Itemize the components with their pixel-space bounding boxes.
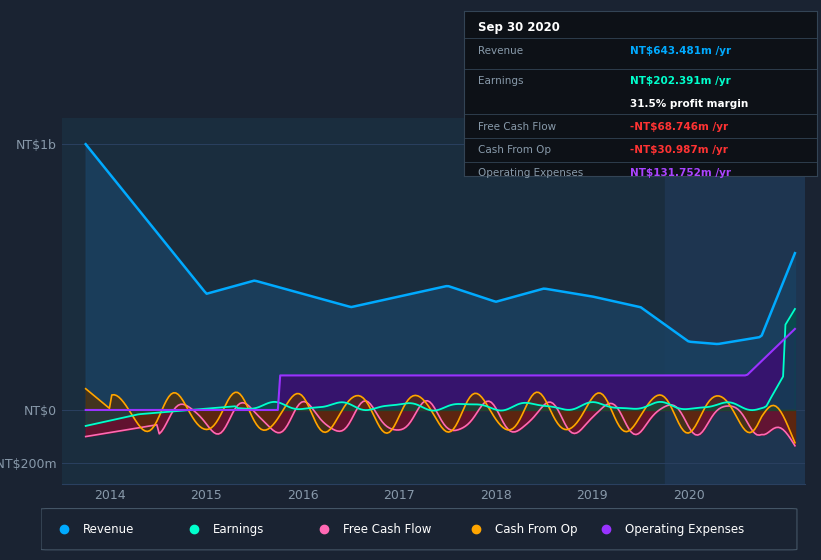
Text: Revenue: Revenue [478,46,523,56]
Text: -NT$30.987m /yr: -NT$30.987m /yr [630,145,727,155]
Text: Operating Expenses: Operating Expenses [625,522,745,536]
Text: 31.5% profit margin: 31.5% profit margin [630,99,748,109]
Text: Sep 30 2020: Sep 30 2020 [478,21,560,34]
Text: Operating Expenses: Operating Expenses [478,168,583,178]
Bar [665,118,805,484]
Text: Revenue: Revenue [83,522,135,536]
Text: NT$643.481m /yr: NT$643.481m /yr [630,46,731,56]
Text: NT$131.752m /yr: NT$131.752m /yr [630,168,731,178]
Text: -NT$68.746m /yr: -NT$68.746m /yr [630,122,728,132]
Text: Free Cash Flow: Free Cash Flow [478,122,556,132]
Text: Earnings: Earnings [213,522,264,536]
Text: Free Cash Flow: Free Cash Flow [342,522,431,536]
Text: NT$202.391m /yr: NT$202.391m /yr [630,76,731,86]
Text: Cash From Op: Cash From Op [495,522,578,536]
Text: Earnings: Earnings [478,76,524,86]
Text: Cash From Op: Cash From Op [478,145,551,155]
